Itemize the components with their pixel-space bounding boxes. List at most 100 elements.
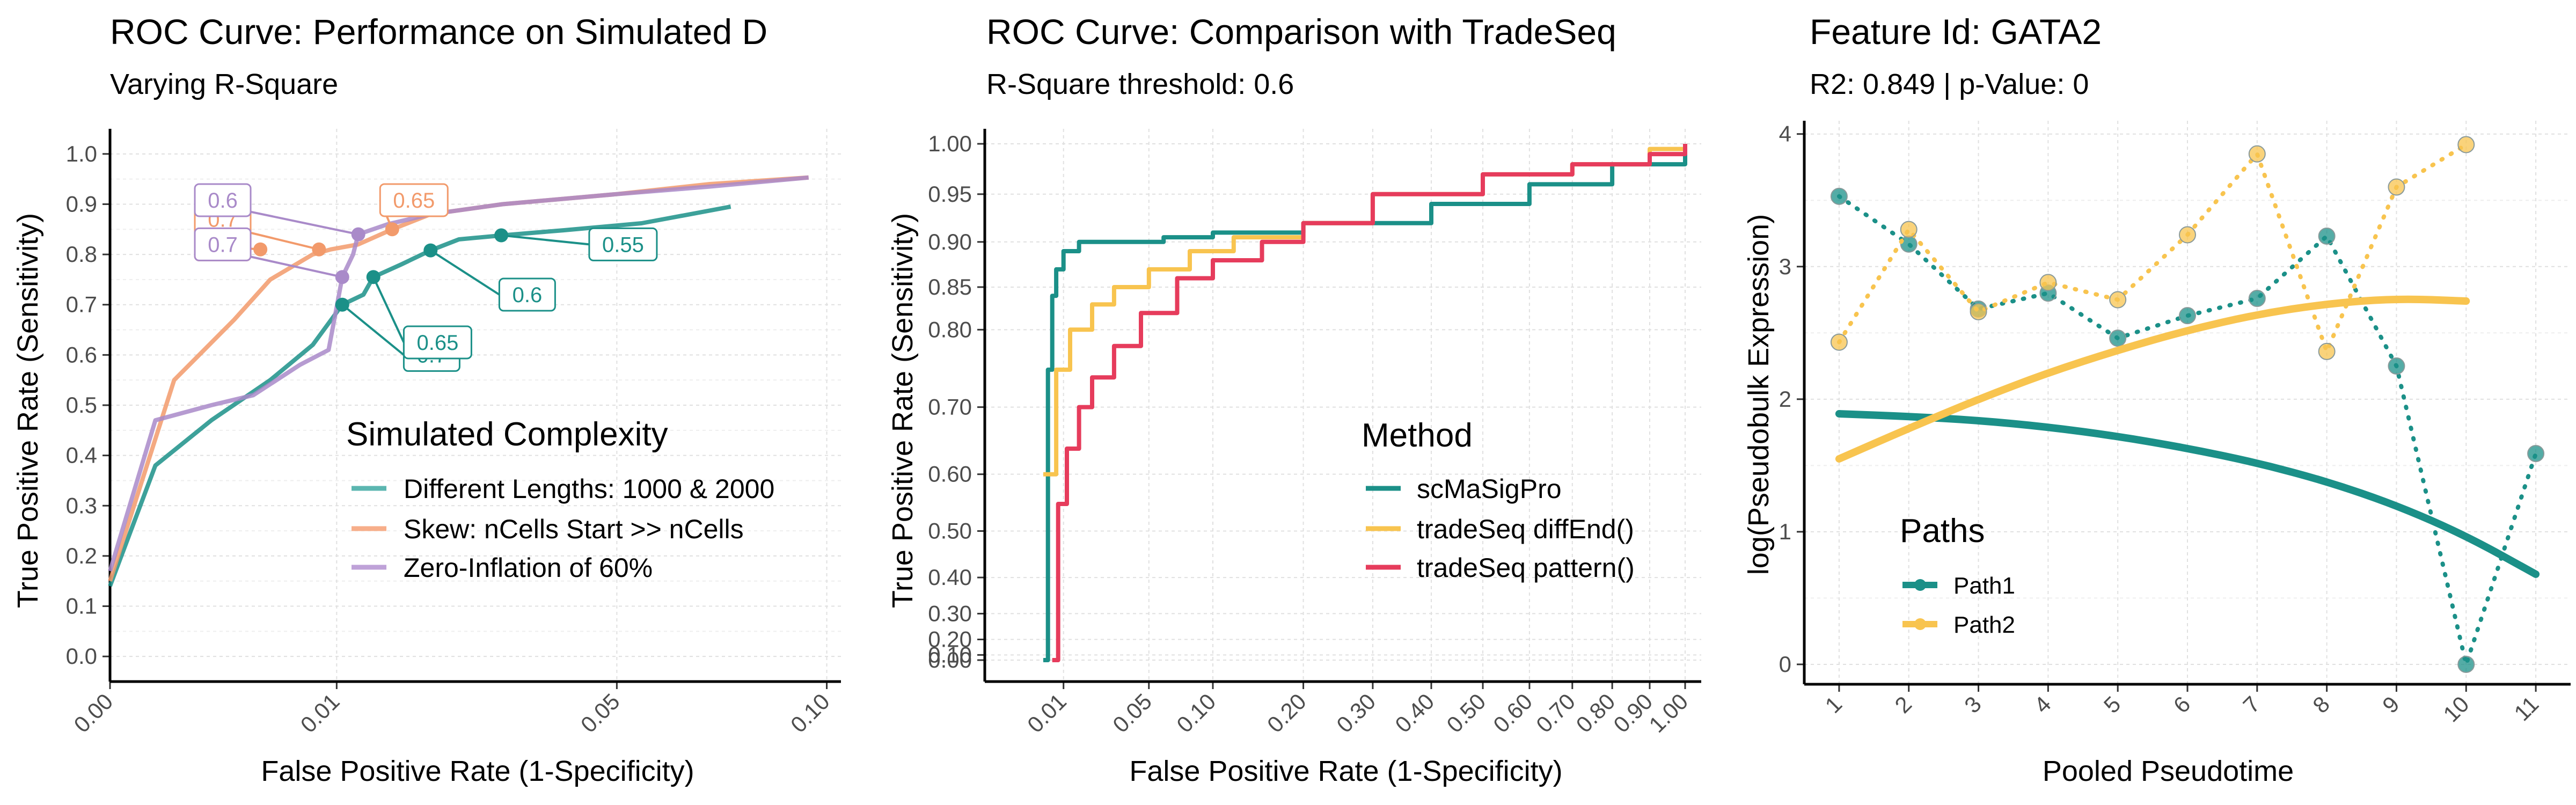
panel2-ytick-label: 0.10 — [928, 642, 972, 667]
panel2-ytick-label: 0.30 — [928, 601, 972, 626]
panel2-legend-label-scmasigpro: scMaSigPro — [1417, 474, 1562, 504]
panel1-label-box-lengths — [588, 227, 658, 261]
panel3-xtick-label: 3 — [1959, 691, 1986, 718]
panel1-line-zero-inflation — [108, 175, 809, 572]
panel1-label-text-zero-inflation: 0.6 — [208, 189, 238, 213]
panel3-observed-point-path1 — [2527, 445, 2545, 463]
panel1-label-box-zero-inflation — [194, 183, 252, 217]
panel2-title: ROC Curve: Comparison with TradeSeq — [986, 12, 1616, 52]
panel1-x-axis-title: False Positive Rate (1-Specificity) — [261, 755, 694, 787]
panel3-subtitle: R2: 0.849 | p-Value: 0 — [1810, 68, 2089, 100]
panel3-xtick-label: 2 — [1890, 691, 1916, 718]
panel3-legend-label-path2: Path2 — [1953, 612, 2015, 638]
panel1-ytick-label: 0.8 — [66, 241, 97, 267]
panel2-ytick-label: 0.00 — [928, 647, 972, 672]
panel1-label-box-lengths — [402, 325, 472, 360]
panel2-x-axis-title: False Positive Rate (1-Specificity) — [1129, 755, 1562, 787]
panel2-legend-label-diffend: tradeSeq diffEnd() — [1417, 514, 1634, 544]
panel3-observed-point-path1 — [2388, 357, 2405, 375]
panel3-observed-point-path2 — [2109, 291, 2127, 309]
panel1-threshold-point-lengths — [335, 297, 349, 312]
panel3-observed-point-path1 — [2109, 330, 2127, 347]
panel3-observed-point-path2 — [2388, 178, 2405, 196]
panel2-ytick-label: 0.40 — [928, 565, 972, 590]
panel1-label-box-zero-inflation — [194, 227, 252, 261]
panel1-y-axis-title: True Positive Rate (Sensitivity) — [12, 213, 44, 608]
panel1-legend-label-zero-inflation: Zero-Inflation of 60% — [404, 553, 653, 583]
panel1-ytick-label: 0.6 — [66, 342, 97, 367]
panel1-label-box-skew — [379, 183, 449, 217]
panel1-legend: Simulated Complexity Different Lengths: … — [346, 416, 774, 583]
panel3-xtick-label: 10 — [2438, 691, 2473, 727]
panel1-threshold-point-skew — [312, 242, 326, 257]
panel1-plot-area: 0.70.650.60.550.70.70.650.70.6 — [108, 175, 809, 587]
panel1-threshold-point-lengths — [494, 228, 509, 243]
panel3-ytick-label: 4 — [1779, 121, 1791, 147]
panel2-y-axis-title: True Positive Rate (Sensitivity) — [887, 213, 919, 608]
panel3-legend-label-path1: Path1 — [1953, 573, 2015, 599]
panel2-ytick-label: 0.50 — [928, 518, 972, 544]
panel3-observed-point-path2 — [1900, 221, 1918, 238]
panel1-ytick-label: 0.3 — [66, 493, 97, 518]
panel1-title: ROC Curve: Performance on Simulated D — [110, 12, 767, 52]
panel3-ytick-label: 2 — [1779, 386, 1791, 412]
panel2-line-scmasigpro — [1043, 144, 1687, 662]
panel1-xtick-label: 0.01 — [296, 689, 345, 737]
panel2-ytick-label: 0.85 — [928, 274, 972, 299]
panel1-threshold-point-zero-inflation — [351, 227, 365, 241]
panel1-label-leader-lengths — [501, 234, 590, 246]
panel2-ytick-label: 0.80 — [928, 317, 972, 342]
panel1-subtitle: Varying R-Square — [110, 68, 338, 100]
panel3-observed-point-path2 — [2039, 274, 2057, 291]
panel1-legend-label-lengths: Different Lengths: 1000 & 2000 — [404, 474, 774, 504]
panel3-plot-area — [1830, 136, 2545, 673]
panel1-legend-title: Simulated Complexity — [346, 416, 668, 453]
panel1-xtick-label: 0.10 — [786, 689, 835, 737]
panel1-label-text-lengths: 0.55 — [602, 233, 644, 257]
panel2-legend: Method scMaSigPro tradeSeq diffEnd() tra… — [1362, 417, 1635, 583]
panel3-observed-point-path1 — [1830, 187, 1848, 205]
panel3-ytick-label: 3 — [1779, 254, 1791, 279]
panel3-observed-point-path1 — [2457, 655, 2475, 673]
panel2-xtick-label: 0.20 — [1262, 689, 1311, 737]
panel3-observed-point-path2 — [1970, 303, 1987, 320]
panel3-fitted-curve-path2 — [1835, 295, 2470, 463]
panel3-observed-point-path2 — [1830, 333, 1848, 351]
panel2-subtitle: R-Square threshold: 0.6 — [986, 68, 1294, 100]
panel3-observed-point-path1 — [2179, 307, 2196, 325]
panel3-legend-dot-path1 — [1914, 579, 1926, 591]
panel1-threshold-point-skew — [253, 242, 268, 257]
panel1-label-text-lengths: 0.6 — [513, 283, 543, 307]
panel-1: ROC Curve: Performance on Simulated D Va… — [12, 12, 841, 787]
panel1-threshold-point-lengths — [366, 270, 380, 284]
panel3-title: Feature Id: GATA2 — [1810, 12, 2102, 52]
panel2-xtick-label: 0.40 — [1390, 689, 1439, 737]
panel2-legend-label-pattern: tradeSeq pattern() — [1417, 553, 1635, 583]
panel3-legend-title: Paths — [1900, 513, 1985, 550]
panel2-ytick-label: 0.20 — [928, 627, 972, 652]
panel3-grid: 0 1 2 3 4 1 2 3 4 5 6 7 8 9 10 11 — [1779, 121, 2571, 727]
panel1-xtick-label: 0.05 — [576, 689, 625, 737]
panel2-ytick-label: 0.90 — [928, 229, 972, 254]
panel2-xtick-label: 0.01 — [1022, 689, 1071, 737]
panel1-ytick-label: 0.1 — [66, 594, 97, 619]
panel3-observed-point-path1 — [2248, 290, 2266, 308]
panel3-ytick-label: 0 — [1779, 652, 1791, 677]
panel1-ytick-label: 0.9 — [66, 191, 97, 216]
panel1-xtick-label: 0.00 — [69, 689, 118, 737]
panel3-observed-point-path2 — [2457, 136, 2475, 153]
panel1-legend-label-skew: Skew: nCells Start >> nCells — [404, 514, 744, 544]
panel3-xtick-label: 4 — [2029, 691, 2056, 718]
panel3-xtick-label: 5 — [2099, 691, 2126, 718]
panel1-ytick-label: 1.0 — [66, 141, 97, 166]
panel2-xtick-label: 0.30 — [1331, 689, 1380, 737]
panel2-plot-area — [1043, 144, 1687, 662]
panel2-line-pattern — [1052, 144, 1687, 662]
panel2-ytick-label: 0.70 — [928, 394, 972, 420]
panel1-ytick-label: 0.7 — [66, 292, 97, 317]
panel3-legend-dot-path2 — [1914, 618, 1926, 630]
panel1-label-leader-lengths — [430, 249, 500, 296]
panel1-ytick-label: 0.5 — [66, 392, 97, 418]
panel2-xtick-label: 0.05 — [1108, 689, 1157, 737]
